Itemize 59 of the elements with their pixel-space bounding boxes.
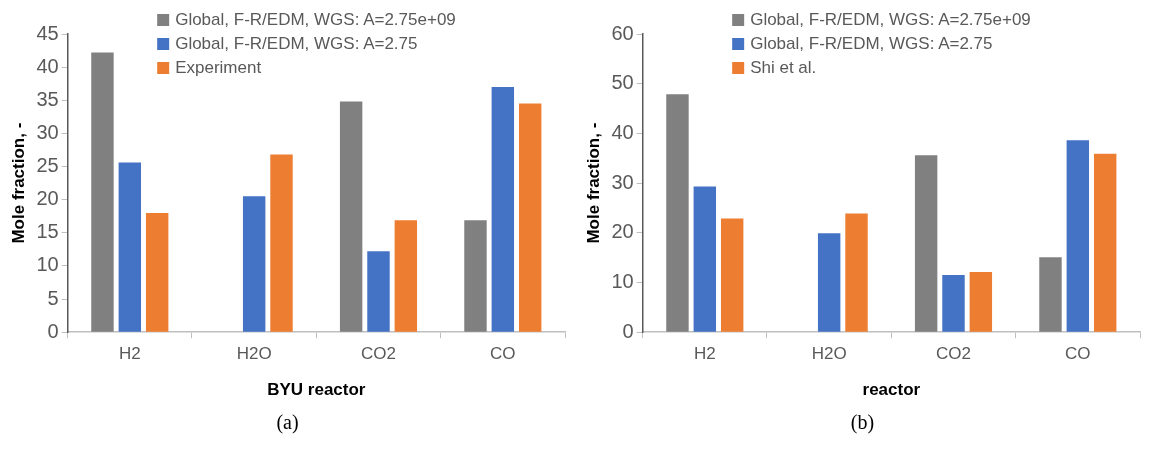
x-tick-label: CO: [490, 344, 516, 364]
bar: [491, 87, 515, 332]
bar: [914, 155, 938, 332]
y-tick-label: 0: [622, 319, 634, 342]
bar: [1093, 153, 1117, 332]
bar: [845, 213, 868, 332]
bar: [666, 94, 689, 332]
bar: [518, 103, 542, 332]
bar: [720, 218, 744, 332]
bar: [91, 52, 114, 332]
y-tick-label: 10: [36, 253, 59, 276]
x-axis-title: BYU reactor: [267, 380, 366, 400]
bar: [969, 272, 993, 332]
y-tick-label: 50: [611, 71, 634, 94]
bar: [242, 196, 266, 332]
x-tick-label: H2O: [811, 344, 847, 364]
bar: [817, 233, 841, 332]
bar: [367, 251, 390, 332]
y-axis-title: Mole fraction, -: [8, 122, 28, 244]
x-tick-label: H2: [693, 344, 716, 364]
y-tick-label: 30: [36, 120, 59, 143]
legend-label: Global, F-R/EDM, WGS: A=2.75: [175, 33, 418, 53]
x-tick-label: H2O: [236, 344, 272, 364]
bar: [339, 101, 363, 332]
y-tick-label: 40: [611, 120, 634, 143]
text: (a): [275, 411, 300, 434]
y-tick-label: 15: [36, 220, 59, 243]
legend-label: Experiment: [175, 57, 262, 77]
y-tick-label: 45: [36, 21, 59, 44]
y-tick-label: 30: [611, 170, 634, 193]
bar: [1066, 140, 1090, 332]
y-tick-label: 25: [36, 154, 59, 177]
bar: [118, 162, 142, 332]
bar: [693, 186, 717, 332]
bar: [942, 275, 965, 332]
bar: [1039, 257, 1062, 332]
legend-label: Global, F-R/EDM, WGS: A=2.75: [750, 33, 993, 53]
x-tick-label: H2: [118, 344, 141, 364]
x-tick-label: CO2: [936, 344, 971, 364]
x-tick-label: CO2: [361, 344, 396, 364]
x-tick-label: CO: [1065, 344, 1091, 364]
y-tick-label: 5: [47, 286, 59, 309]
y-axis-title: Mole fraction, -: [583, 122, 603, 244]
y-tick-label: 10: [611, 270, 634, 293]
bar: [394, 220, 418, 332]
bar: [270, 154, 293, 332]
y-tick-label: 0: [47, 319, 59, 342]
y-tick-label: 20: [36, 187, 59, 210]
y-tick-label: 20: [611, 220, 634, 243]
y-tick-label: 40: [36, 54, 59, 77]
text: (b): [849, 411, 876, 434]
legend-label: Shi et al.: [750, 57, 817, 77]
x-axis-title: reactor: [862, 380, 921, 400]
y-tick-label: 60: [611, 21, 634, 44]
legend-label: Global, F-R/EDM, WGS: A=2.75e+09: [750, 9, 1031, 29]
legend-label: Global, F-R/EDM, WGS: A=2.75e+09: [175, 9, 456, 29]
bar: [145, 212, 169, 332]
y-tick-label: 35: [36, 87, 59, 110]
bar: [464, 220, 487, 332]
